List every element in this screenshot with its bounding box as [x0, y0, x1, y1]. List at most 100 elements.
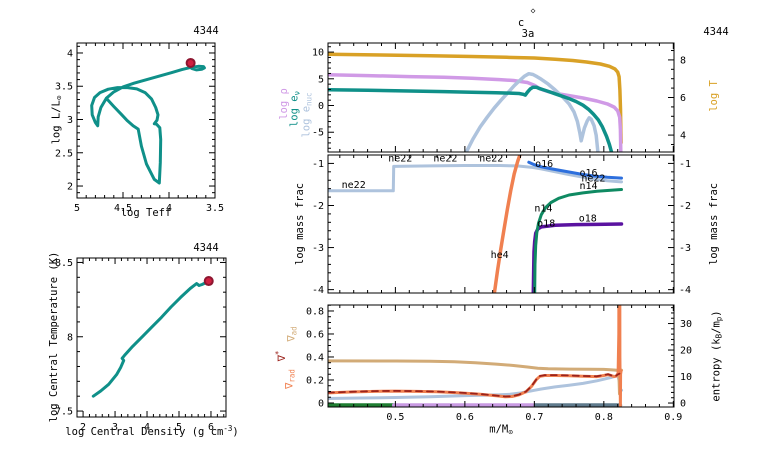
x-tick-label: 3 — [112, 422, 118, 433]
panel-bot-series — [328, 305, 623, 407]
y2-tick-label: 8 — [680, 55, 686, 66]
series-grad-rad — [328, 305, 623, 407]
y2-tick-label: 20 — [680, 346, 692, 357]
burn-label-3a-text: 3a — [521, 27, 535, 40]
x-tick-label: 5 — [176, 422, 182, 433]
log-eps-nuc-axis-label: log enuc — [300, 92, 314, 138]
y2-tick-label: 30 — [680, 319, 692, 330]
hr-frame — [76, 42, 216, 199]
y-tick-label: -1 — [312, 159, 324, 170]
log-eps-nuc-axis-label-text: nuc — [304, 92, 314, 106]
hr-current-model-marker — [185, 57, 196, 68]
trho-ylabel-text: log Central Temperature (K) — [47, 251, 60, 423]
y-tick-label-right: -3 — [679, 243, 691, 254]
x-tick-label: 4 — [166, 203, 172, 214]
hr-xlabel: log Teff — [121, 208, 172, 219]
burn-label-c: c — [518, 18, 524, 29]
trho-current-model-marker — [203, 276, 214, 287]
mass-frac-right-axis-label: log mass frac — [707, 182, 720, 266]
profile-model-number: 4344 — [703, 27, 728, 38]
y-tick-label: 0.8 — [306, 306, 324, 317]
panel-mid-frame — [327, 154, 675, 294]
hr-series — [90, 64, 206, 185]
series-n14 — [533, 188, 623, 293]
curve-label-o18: o18 — [579, 213, 597, 224]
curve-label-ne22: ne22 — [342, 180, 366, 191]
trho-plot: 2 3 4 5 6 7.5 8 8.5 — [55, 257, 227, 433]
grad-rad-axis-label-text: ∇ — [283, 382, 296, 389]
log-eps-nu-axis-label-text: ν — [292, 90, 302, 96]
y-tick-label: 0 — [318, 398, 324, 409]
x-tick-label: 3.5 — [206, 203, 224, 214]
profile-model-number-text: 4344 — [703, 25, 729, 38]
curve-label-n14: n14 — [579, 181, 597, 192]
log-eps-nuc-axis-label-text: log e — [300, 105, 313, 138]
curve-label-n14: n14 — [534, 204, 552, 215]
mass-frac-right-axis-label-text: log mass frac — [707, 182, 720, 266]
series-log-rho — [328, 73, 623, 152]
series-he4 — [492, 155, 522, 293]
curve-label-ne22: ne22 — [479, 154, 503, 165]
series-log-T — [328, 52, 623, 145]
mass-xlabel-text: m/M — [489, 423, 509, 436]
hr-plot: 5 4.5 4 3.5 2 2.5 3 3.5 4 — [55, 42, 224, 214]
y2-tick-label: 0 — [680, 399, 686, 410]
y-tick-label: 4 — [67, 48, 73, 59]
panel-top-series — [328, 52, 623, 152]
series-hr-evolution-track — [90, 64, 206, 185]
series-grad-star — [328, 372, 621, 398]
grad-ad-axis-label-text: ∇ — [285, 335, 298, 342]
burn-marker-diamond-text: ◇ — [530, 6, 536, 15]
log-eps-nu-axis-label: log eν — [288, 90, 302, 127]
trho-frame — [76, 257, 227, 418]
x-tick-label: 0.6 — [456, 412, 474, 423]
curve-label-he4: he4 — [491, 250, 509, 261]
entropy-axis-label-text: p — [714, 316, 724, 322]
y-tick-label: 2 — [67, 182, 73, 193]
curve-label-ne22: ne22 — [581, 173, 605, 184]
series-log-eps-nu — [328, 85, 614, 152]
entropy-axis-label: entropy (kB/mp) — [710, 310, 724, 402]
series-o18 — [531, 222, 624, 293]
x-tick-label: 0.8 — [595, 412, 613, 423]
mass-frac-left-axis-label: log mass frac — [293, 182, 306, 266]
mass-xlabel: m/M⊙ — [489, 424, 512, 436]
panel-bot-frame — [327, 304, 675, 408]
mass-frac-left-axis-label-text: log mass frac — [293, 182, 306, 266]
grad-star-axis-label-text: ∇ — [275, 355, 288, 362]
x-tick-label: 6 — [208, 422, 214, 433]
log-T-axis-label-text: log T — [707, 80, 720, 112]
y2-tick-label: 6 — [680, 93, 686, 104]
curve-label-o16: o16 — [579, 168, 597, 179]
y-tick-label: -5 — [312, 128, 324, 139]
panel-mid-series — [328, 155, 624, 293]
hr-model-number: 4344 — [193, 26, 218, 37]
y-tick-label: -4 — [312, 285, 324, 296]
curve-label-ne22: ne22 — [433, 154, 457, 165]
log-T-axis-label: log T — [707, 80, 720, 112]
entropy-axis-label-text: B — [714, 333, 724, 339]
panel-bot-plot: 0.5 0.6 0.7 0.8 0.9 0 0.2 0.4 0.6 0.8 0 10 20 30 — [306, 304, 692, 423]
entropy-axis-label-text: entropy (k — [710, 338, 723, 402]
x-tick-label: 0.9 — [664, 412, 682, 423]
entropy-axis-label-text: ) — [710, 310, 723, 317]
burn-label-3a: 3a — [522, 29, 535, 40]
x-tick-label: 4 — [144, 422, 150, 433]
y-tick-label: 5 — [318, 74, 324, 85]
y-tick-label: -3 — [312, 243, 324, 254]
grad-rad-axis-label: ∇rad — [283, 369, 296, 389]
y-tick-label: 8.5 — [55, 258, 73, 269]
x-tick-label: 5 — [74, 203, 80, 214]
y-tick-label-right: -2 — [679, 201, 691, 212]
entropy-axis-label-text: /m — [710, 321, 723, 334]
y-tick-label-right: -4 — [679, 285, 691, 296]
trho-xlabel-text: log Central Density (g cm — [65, 425, 224, 438]
y-tick-label: 0 — [318, 101, 324, 112]
y-tick-label: 3.5 — [55, 82, 73, 93]
y-tick-label: 7.5 — [55, 407, 73, 418]
grad-ad-axis-label: ∇ad — [285, 326, 298, 342]
y-tick-label: -2 — [312, 201, 324, 212]
x-tick-label: 2 — [80, 422, 86, 433]
